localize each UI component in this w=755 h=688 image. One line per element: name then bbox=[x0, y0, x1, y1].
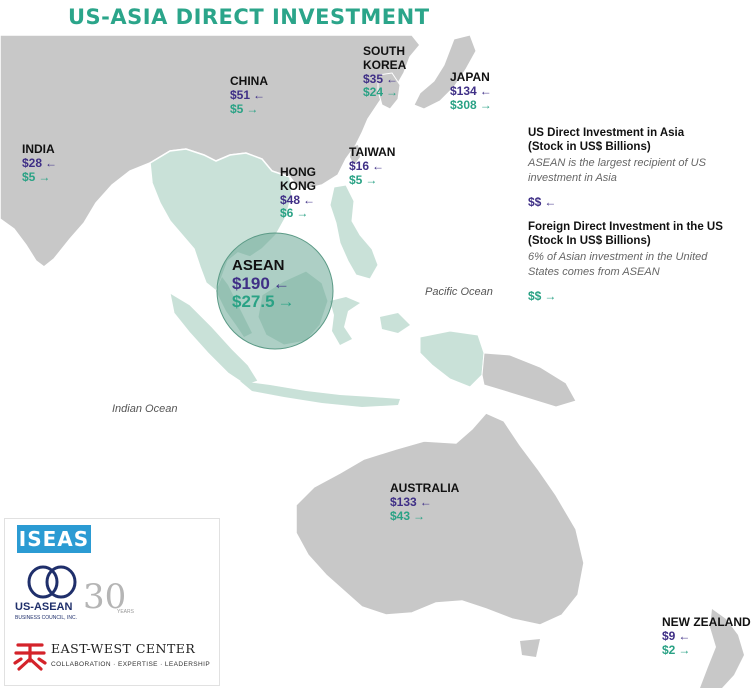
legend-title-line1: US Direct Investment in Asia bbox=[528, 127, 685, 139]
foreign-investment-value: $27.5 bbox=[232, 292, 275, 312]
us-investment-value: $9 bbox=[662, 628, 676, 643]
land-papua-west bbox=[419, 330, 485, 388]
label-australia: AUSTRALIA $133 ← $43 → bbox=[390, 481, 460, 523]
us-investment-value: $48 bbox=[280, 192, 301, 207]
legend-title-line1: Foreign Direct Investment in the US bbox=[528, 221, 723, 233]
us-investment-value: $51 bbox=[230, 87, 251, 102]
arrow-left-icon: ← bbox=[479, 83, 492, 98]
arrow-right-icon: → bbox=[386, 85, 399, 100]
label-asean: ASEAN $190 ← $27.5 → bbox=[232, 257, 295, 312]
arrow-left-icon: ← bbox=[303, 192, 316, 207]
iseas-logo-text: ISEAS bbox=[18, 527, 90, 551]
arrow-left-icon: ← bbox=[678, 628, 691, 643]
land-taiwan bbox=[350, 145, 360, 165]
foreign-investment-value: $5 bbox=[230, 101, 244, 116]
label-south-korea: SOUTH KOREA $35 ← $24 → bbox=[363, 44, 407, 100]
foreign-investment-value: $5 bbox=[349, 172, 363, 187]
iseas-logo: ISEAS bbox=[17, 525, 91, 553]
foreign-investment-value: $43 bbox=[390, 508, 411, 523]
arrow-right-icon: → bbox=[413, 508, 426, 523]
country-name: AUSTRALIA bbox=[390, 481, 460, 495]
usasean-years-number: 30 bbox=[83, 577, 127, 617]
legend-foreign-investment: Foreign Direct Investment in the US (Sto… bbox=[528, 220, 753, 303]
label-taiwan: TAIWAN $16 ← $5 → bbox=[349, 145, 396, 187]
usasean-logo-text: US-ASEAN bbox=[15, 601, 73, 613]
country-name-line2: KOREA bbox=[363, 57, 407, 72]
foreign-investment-value: $308 bbox=[450, 97, 477, 112]
legend-desc-line1: 6% of Asian investment in the United bbox=[528, 250, 708, 263]
asean-circle bbox=[216, 232, 334, 350]
land-sulawesi bbox=[330, 297, 360, 345]
country-name: INDIA bbox=[22, 142, 55, 156]
land-korea bbox=[377, 72, 401, 110]
land-philippines bbox=[329, 184, 379, 280]
land-tasmania bbox=[520, 639, 540, 657]
country-name-line1: HONG bbox=[280, 165, 316, 179]
arrow-right-icon: → bbox=[277, 292, 295, 312]
arrow-right-icon: → bbox=[365, 172, 378, 187]
arrow-right-icon: → bbox=[678, 642, 691, 657]
country-name: ASEAN bbox=[232, 257, 285, 274]
logos-panel: ISEAS US-ASEAN BUSINESS COUNCIL, INC. 30… bbox=[4, 518, 220, 686]
arrow-left-icon: ← bbox=[419, 494, 432, 509]
foreign-investment-value: $5 bbox=[22, 169, 36, 184]
pacific-ocean-label: Pacific Ocean bbox=[425, 286, 493, 298]
arrow-right-icon: → bbox=[479, 97, 492, 112]
legend-us-investment: US Direct Investment in Asia (Stock in U… bbox=[528, 126, 753, 209]
page-title: US-ASIA DIRECT INVESTMENT bbox=[68, 5, 430, 29]
land-png bbox=[481, 352, 577, 408]
country-name: TAIWAN bbox=[349, 145, 396, 159]
arrow-left-icon: ← bbox=[253, 87, 266, 102]
ewc-tagline: COLLABORATION · EXPERTISE · LEADERSHIP bbox=[51, 661, 211, 668]
arrow-left-icon: ← bbox=[45, 155, 58, 170]
usasean-years-word: YEARS bbox=[117, 609, 134, 615]
usasean-logo-sub: BUSINESS COUNCIL, INC. bbox=[15, 615, 77, 621]
legend-title-line2: (Stock In US$ Billions) bbox=[528, 235, 651, 248]
us-investment-value: $16 bbox=[349, 158, 370, 173]
legend-desc-line2: States comes from ASEAN bbox=[528, 266, 660, 279]
legend-symbol: $$ bbox=[528, 289, 542, 304]
usasean-logo: US-ASEAN BUSINESS COUNCIL, INC. 30 YEARS bbox=[13, 565, 213, 627]
land-australia bbox=[295, 412, 585, 626]
ewc-mark-icon bbox=[13, 643, 47, 671]
label-india: INDIA $28 ← $5 → bbox=[22, 142, 58, 184]
arrow-right-icon: → bbox=[246, 101, 259, 116]
label-china: CHINA $51 ← $5 → bbox=[230, 74, 268, 116]
legend-desc-line2: investment in Asia bbox=[528, 172, 617, 185]
ewc-logo: EAST-WEST CENTER COLLABORATION · EXPERTI… bbox=[11, 637, 216, 679]
foreign-investment-value: $24 bbox=[363, 85, 384, 100]
us-investment-value: $133 bbox=[390, 494, 417, 509]
indian-ocean-label: Indian Ocean bbox=[112, 403, 178, 415]
arrow-left-icon: ← bbox=[272, 273, 290, 293]
us-investment-value: $35 bbox=[363, 71, 384, 86]
foreign-investment-value: $6 bbox=[280, 206, 294, 221]
us-investment-value: $190 bbox=[232, 273, 270, 293]
arrow-right-icon: → bbox=[38, 169, 51, 184]
us-investment-value: $134 bbox=[450, 83, 477, 98]
land-japan bbox=[413, 35, 477, 110]
usasean-rings-icon bbox=[27, 565, 77, 599]
label-japan: JAPAN $134 ← $308 → bbox=[450, 70, 492, 112]
legend-desc-line1: ASEAN is the largest recipient of US bbox=[528, 156, 706, 169]
arrow-left-icon: ← bbox=[544, 195, 557, 210]
arrow-right-icon: → bbox=[544, 289, 557, 304]
ewc-logo-text: EAST-WEST CENTER bbox=[51, 641, 196, 656]
label-new-zealand: NEW ZEALAND $9 ← $2 → bbox=[662, 615, 751, 657]
arrow-left-icon: ← bbox=[386, 71, 399, 86]
arrow-left-icon: ← bbox=[372, 158, 385, 173]
legend-title-line2: (Stock in US$ Billions) bbox=[528, 141, 651, 154]
us-investment-value: $28 bbox=[22, 155, 43, 170]
country-name: NEW ZEALAND bbox=[662, 615, 751, 629]
country-name-line2: KONG bbox=[280, 178, 316, 193]
land-java bbox=[240, 381, 400, 407]
foreign-investment-value: $2 bbox=[662, 642, 676, 657]
legend-symbol: $$ bbox=[528, 195, 542, 210]
country-name: JAPAN bbox=[450, 70, 490, 84]
land-new-zealand bbox=[700, 609, 744, 688]
arrow-right-icon: → bbox=[296, 206, 309, 221]
country-name: CHINA bbox=[230, 74, 268, 88]
country-name-line1: SOUTH bbox=[363, 44, 405, 58]
label-hong-kong: HONG KONG $48 ← $6 → bbox=[280, 165, 316, 221]
land-maluku bbox=[380, 313, 410, 333]
